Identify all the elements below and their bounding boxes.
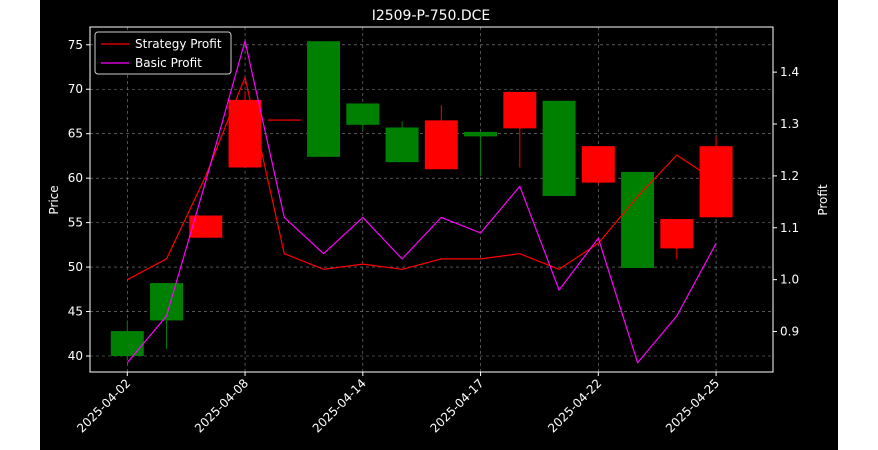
candle-body (385, 127, 419, 163)
strategy-profit-line (127, 76, 717, 281)
candle-body (542, 100, 576, 196)
legend-label-strategy-profit: Strategy Profit (135, 37, 222, 51)
y-tick-label-right: 1.2 (780, 169, 799, 183)
candle-body (464, 131, 498, 137)
figure-background (40, 0, 838, 450)
y-axis-label-left: Price (47, 185, 61, 214)
candle-body (228, 99, 262, 168)
right-axis: 0.9 1.0 1.1 1.2 1.3 1.4 (773, 65, 799, 339)
y-tick-label-right: 0.9 (780, 325, 799, 339)
candle-bodies (110, 41, 733, 356)
candle-body (581, 146, 615, 183)
y-tick-label-left: 55 (68, 216, 83, 230)
y-tick-label-left: 65 (68, 127, 83, 141)
candle-body (503, 91, 537, 129)
candle-body (189, 215, 223, 238)
y-tick-label-left: 60 (68, 171, 83, 185)
y-tick-label-right: 1.3 (780, 117, 799, 131)
chart-title: I2509-P-750.DCE (372, 8, 491, 24)
candle-body (660, 219, 694, 249)
plot-frame (89, 26, 774, 373)
y-tick-label-right: 1.0 (780, 273, 799, 287)
profit-lines (126, 40, 717, 364)
y-tick-label-left: 40 (68, 349, 83, 363)
candle-body (424, 120, 458, 170)
legend-label-basic-profit: Basic Profit (135, 56, 202, 70)
y-tick-label-left: 50 (68, 260, 83, 274)
left-axis: 40 45 50 55 60 65 70 75 (68, 38, 90, 363)
y-tick-label-right: 1.1 (780, 221, 799, 235)
candle-body (307, 41, 341, 157)
y-tick-label-left: 75 (68, 38, 83, 52)
candle-body (699, 146, 733, 218)
y-axis-label-right: Profit (816, 184, 830, 216)
y-tick-label-left: 45 (68, 305, 83, 319)
candle-body (346, 103, 380, 125)
basic-profit-line (126, 40, 717, 364)
y-tick-label-right: 1.4 (780, 65, 799, 79)
legend: Strategy Profit Basic Profit (94, 31, 232, 75)
candle-body (621, 171, 655, 268)
y-tick-label-left: 70 (68, 82, 83, 96)
candle-body (267, 119, 301, 121)
candle-body (110, 331, 144, 356)
